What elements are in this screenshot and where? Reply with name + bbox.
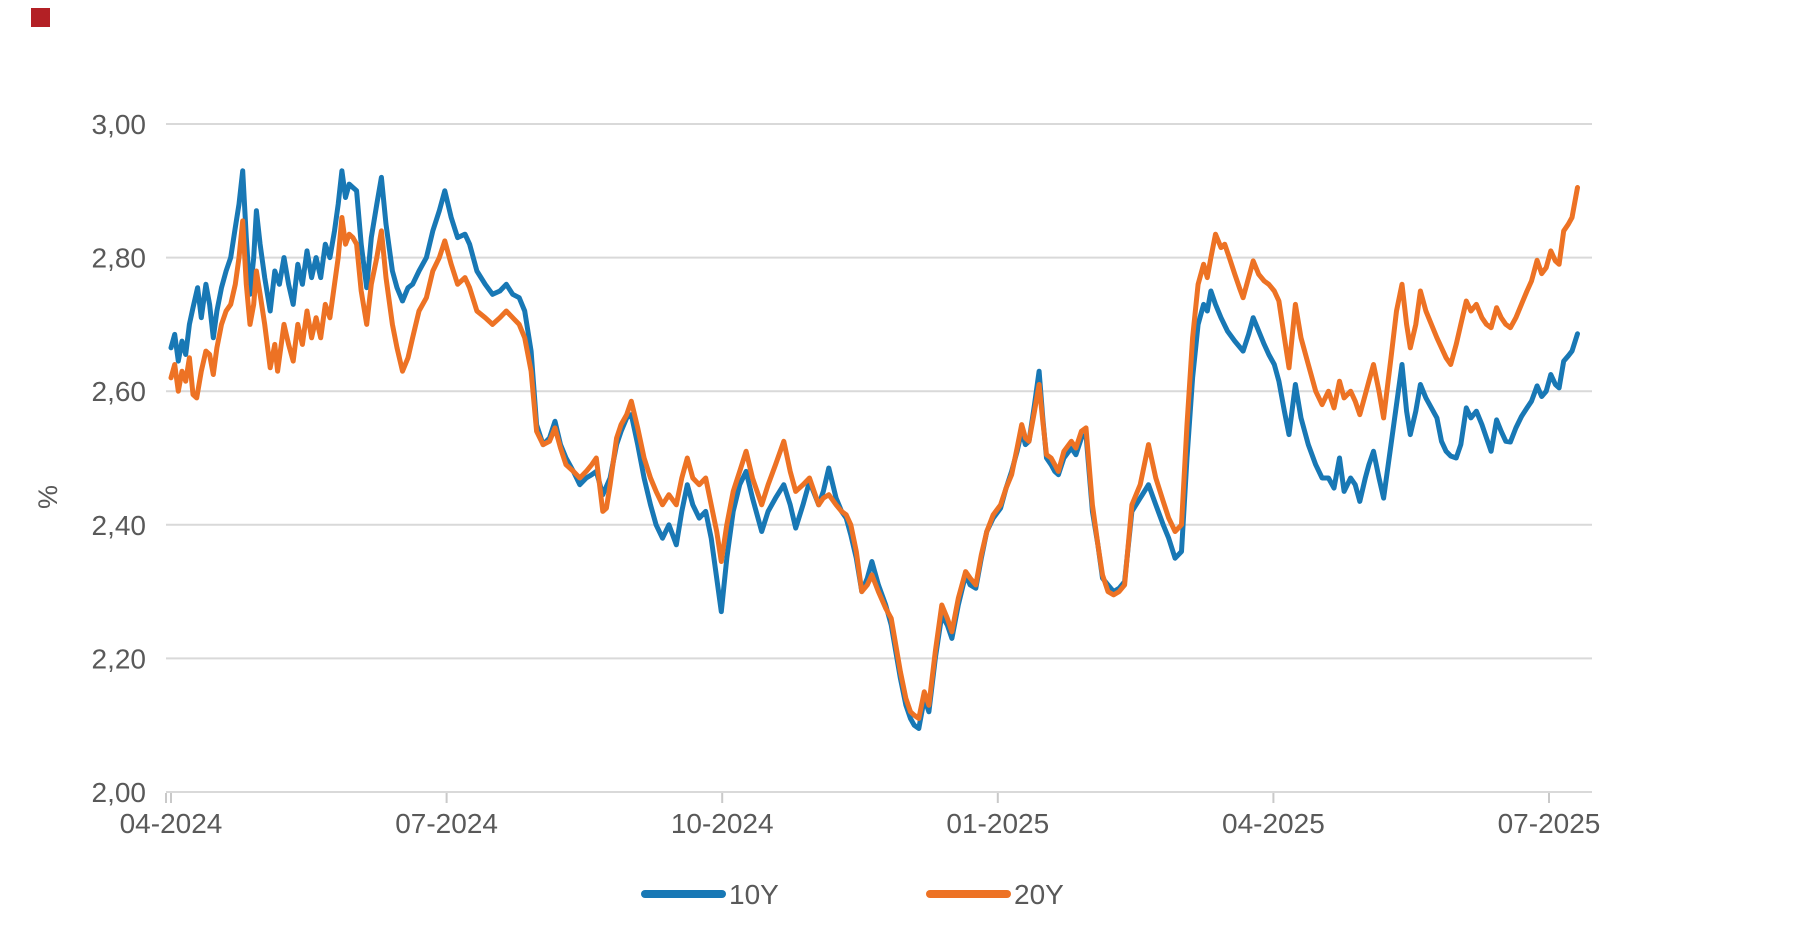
legend-item-20Y[interactable]: 20Y	[926, 879, 1064, 910]
y-tick-label: 2,00	[92, 777, 147, 808]
y-tick-label: 3,00	[92, 109, 147, 140]
y-tick-label: 2,40	[92, 510, 147, 541]
y-axis-labels: 3,00 2,80 2,60 2,40 2,20 2,00	[92, 109, 147, 808]
x-axis-labels: 04-2024 07-2024 10-2024 01-2025 04-2025 07-20…	[120, 808, 1601, 839]
legend-item-10Y[interactable]: 10Y	[641, 879, 779, 910]
series-line-20Y	[168, 185, 1580, 721]
legend-label-10Y: 10Y	[729, 879, 779, 910]
x-tick-label: 10-2024	[671, 808, 774, 839]
y-axis-title: %	[33, 485, 63, 509]
legend-label-20Y: 20Y	[1014, 879, 1064, 910]
data-series	[168, 168, 1580, 731]
y-tick-label: 2,60	[92, 376, 147, 407]
gridlines	[166, 123, 1592, 793]
logo-fragment-red-square	[31, 8, 50, 27]
x-tick-label: 07-2025	[1498, 808, 1601, 839]
y-tick-label: 2,20	[92, 643, 147, 674]
y-tick-label: 2,80	[92, 243, 147, 274]
x-tick-label: 01-2025	[946, 808, 1049, 839]
x-tick-label: 04-2024	[120, 808, 223, 839]
legend: 10Y 20Y	[641, 879, 1064, 910]
x-tick-label: 07-2024	[395, 808, 498, 839]
x-tick-label: 04-2025	[1222, 808, 1325, 839]
axis-ticks	[165, 793, 1550, 803]
